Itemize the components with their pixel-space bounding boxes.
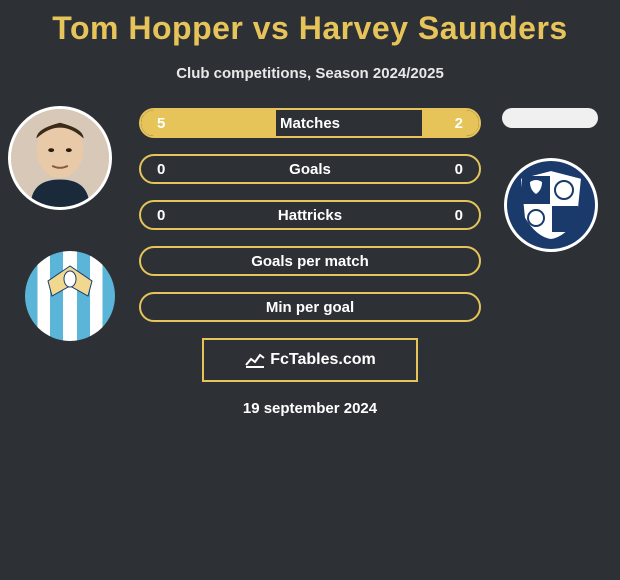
stats-list: 5 Matches 2 0 Goals 0 0 Hattricks 0 Goal… (139, 106, 481, 322)
stat-row-goals: 0 Goals 0 (139, 154, 481, 184)
brand-name: FcTables.com (270, 351, 376, 369)
stat-label: Hattricks (278, 207, 342, 224)
brand-box: FcTables.com (202, 338, 418, 382)
stat-label: Goals (289, 161, 331, 178)
stat-label: Min per goal (266, 299, 354, 316)
stat-right-value: 0 (455, 207, 463, 224)
club2-shield-icon (516, 168, 586, 242)
stat-label: Matches (280, 115, 340, 132)
brand-chart-icon (244, 351, 266, 369)
club1-eagle-icon (40, 261, 100, 311)
stat-fill-right (422, 110, 479, 136)
stat-label: Goals per match (251, 253, 369, 270)
club1-badge (18, 244, 122, 348)
stat-row-min-per-goal: Min per goal (139, 292, 481, 322)
subtitle: Club competitions, Season 2024/2025 (0, 65, 620, 82)
stat-row-goals-per-match: Goals per match (139, 246, 481, 276)
club1-badge-stripes (25, 251, 115, 341)
player2-photo-placeholder (502, 108, 598, 128)
stat-right-value: 2 (455, 115, 463, 132)
stat-left-value: 0 (157, 207, 165, 224)
club2-badge (504, 158, 598, 252)
stat-right-value: 0 (455, 161, 463, 178)
stat-row-matches: 5 Matches 2 (139, 108, 481, 138)
date-label: 19 september 2024 (0, 400, 620, 417)
player1-face-placeholder (11, 109, 109, 207)
stat-row-hattricks: 0 Hattricks 0 (139, 200, 481, 230)
stat-left-value: 5 (157, 115, 165, 132)
stat-left-value: 0 (157, 161, 165, 178)
page-title: Tom Hopper vs Harvey Saunders (0, 0, 620, 47)
comparison-area: 5 Matches 2 0 Goals 0 0 Hattricks 0 Goal… (0, 106, 620, 417)
player1-photo (8, 106, 112, 210)
